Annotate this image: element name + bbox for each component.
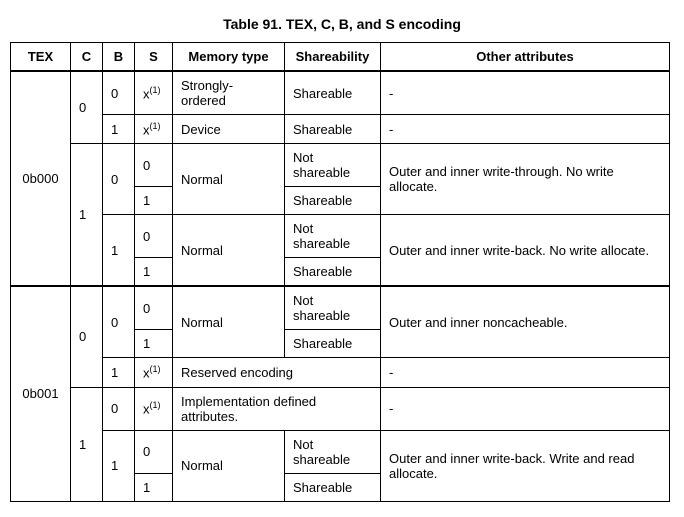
cell-c: 0 xyxy=(71,286,103,387)
cell-mem: Device xyxy=(173,115,285,144)
col-share: Shareability xyxy=(285,43,381,72)
cell-share: Not shareable xyxy=(285,286,381,330)
cell-mem: Normal xyxy=(173,430,285,501)
table-row: 1 x(1) Reserved encoding - xyxy=(11,358,670,387)
col-b: B xyxy=(103,43,135,72)
header-row: TEX C B S Memory type Shareability Other… xyxy=(11,43,670,72)
cell-b: 0 xyxy=(103,286,135,358)
cell-share: Not shareable xyxy=(285,430,381,473)
cell-b: 0 xyxy=(103,144,135,215)
cell-mem: Implementation defined attributes. xyxy=(173,387,381,430)
cell-s: x(1) xyxy=(135,387,173,430)
cell-other: - xyxy=(381,358,670,387)
cell-other: - xyxy=(381,71,670,115)
cell-s: 1 xyxy=(135,187,173,215)
table-row: 1 0 x(1) Implementation defined attribut… xyxy=(11,387,670,430)
cell-mem: Reserved encoding xyxy=(173,358,381,387)
col-tex: TEX xyxy=(11,43,71,72)
table-row: 1 0 0 Normal Not shareable Outer and inn… xyxy=(11,144,670,187)
encoding-table: TEX C B S Memory type Shareability Other… xyxy=(10,42,670,502)
cell-s: x(1) xyxy=(135,358,173,387)
table-row: 0b001 0 0 0 Normal Not shareable Outer a… xyxy=(11,286,670,330)
cell-b: 1 xyxy=(103,430,135,501)
cell-tex: 0b000 xyxy=(11,71,71,286)
cell-other: Outer and inner write-back. Write and re… xyxy=(381,430,670,501)
cell-share: Shareable xyxy=(285,330,381,358)
cell-other: Outer and inner noncacheable. xyxy=(381,286,670,358)
cell-share: Not shareable xyxy=(285,144,381,187)
cell-share: Shareable xyxy=(285,473,381,501)
cell-s: 0 xyxy=(135,144,173,187)
cell-mem: Normal xyxy=(173,215,285,287)
cell-s: 0 xyxy=(135,286,173,330)
cell-s: 0 xyxy=(135,215,173,258)
col-other: Other attributes xyxy=(381,43,670,72)
cell-other: - xyxy=(381,387,670,430)
cell-c: 0 xyxy=(71,71,103,144)
cell-other: Outer and inner write-through. No write … xyxy=(381,144,670,215)
cell-s: x(1) xyxy=(135,115,173,144)
table-row: 1 x(1) Device Shareable - xyxy=(11,115,670,144)
cell-c: 1 xyxy=(71,387,103,501)
cell-other: Outer and inner write-back. No write all… xyxy=(381,215,670,287)
table-caption: Table 91. TEX, C, B, and S encoding xyxy=(10,16,674,32)
cell-s: x(1) xyxy=(135,71,173,115)
cell-s: 1 xyxy=(135,258,173,287)
cell-b: 1 xyxy=(103,115,135,144)
cell-mem: Strongly-ordered xyxy=(173,71,285,115)
col-c: C xyxy=(71,43,103,72)
cell-b: 1 xyxy=(103,215,135,287)
cell-share: Shareable xyxy=(285,258,381,287)
col-s: S xyxy=(135,43,173,72)
table-row: 1 0 Normal Not shareable Outer and inner… xyxy=(11,215,670,258)
cell-mem: Normal xyxy=(173,144,285,215)
cell-b: 0 xyxy=(103,71,135,115)
cell-other: - xyxy=(381,115,670,144)
cell-s: 1 xyxy=(135,473,173,501)
col-mem: Memory type xyxy=(173,43,285,72)
cell-b: 1 xyxy=(103,358,135,387)
cell-tex: 0b001 xyxy=(11,286,71,501)
table-row: 0b000 0 0 x(1) Strongly-ordered Shareabl… xyxy=(11,71,670,115)
table-row: 1 0 Normal Not shareable Outer and inner… xyxy=(11,430,670,473)
cell-share: Shareable xyxy=(285,187,381,215)
cell-share: Shareable xyxy=(285,71,381,115)
cell-b: 0 xyxy=(103,387,135,430)
cell-share: Shareable xyxy=(285,115,381,144)
cell-share: Not shareable xyxy=(285,215,381,258)
cell-s: 1 xyxy=(135,330,173,358)
cell-c: 1 xyxy=(71,144,103,287)
cell-s: 0 xyxy=(135,430,173,473)
cell-mem: Normal xyxy=(173,286,285,358)
